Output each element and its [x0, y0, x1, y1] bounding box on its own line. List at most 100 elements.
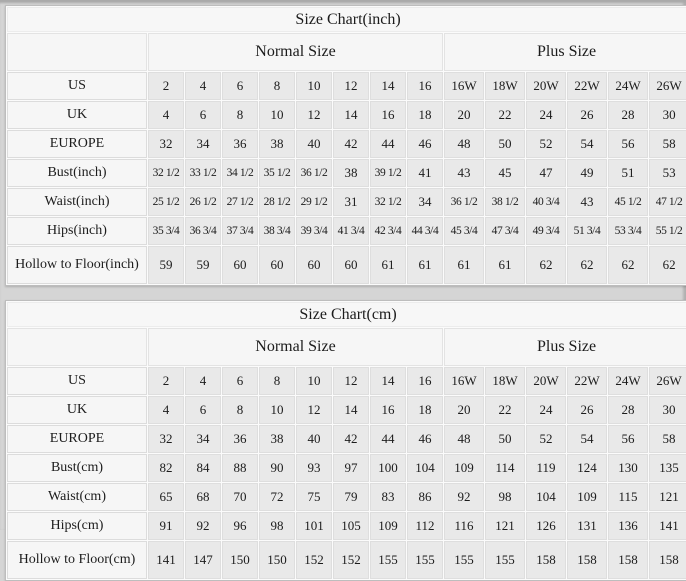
cell-value: 150 — [259, 541, 295, 579]
cell-value: 104 — [407, 454, 443, 482]
cell-value: 124 — [567, 454, 607, 482]
cell-value: 92 — [185, 512, 221, 540]
cell-value: 104 — [526, 483, 566, 511]
cell-value: 14 — [333, 396, 369, 424]
cell-value: 79 — [333, 483, 369, 511]
cell-value: 10 — [296, 367, 332, 395]
cell-value: 28 — [608, 101, 648, 129]
cell-value: 45 3/4 — [444, 217, 484, 245]
cell-value: 34 — [407, 188, 443, 216]
cell-value: 26W — [649, 367, 686, 395]
size-chart-inch-table: Size Chart(inch) Normal Size Plus Size U… — [5, 5, 686, 286]
cell-value: 10 — [296, 72, 332, 100]
cell-value: 46 — [407, 425, 443, 453]
row-label: Hollow to Floor(cm) — [7, 541, 147, 579]
cell-value: 155 — [407, 541, 443, 579]
cell-value: 56 — [608, 130, 648, 158]
cell-value: 36 — [222, 425, 258, 453]
table-row: Hips(cm) 91 92 96 98 101 105 109 112 116 121 126 131… — [7, 512, 686, 540]
cell-value: 38 — [259, 425, 295, 453]
corner-cell — [7, 328, 147, 366]
cell-value: 6 — [185, 396, 221, 424]
cell-value: 109 — [567, 483, 607, 511]
cell-value: 121 — [485, 512, 525, 540]
table-row: Hollow to Floor(cm) 141 147 150 150 152 152 155… — [7, 541, 686, 579]
cell-value: 34 1/2 — [222, 159, 258, 187]
cell-value: 26 — [567, 101, 607, 129]
corner-cell — [7, 33, 147, 71]
cell-value: 96 — [222, 512, 258, 540]
group-header-row: Normal Size Plus Size — [7, 33, 686, 71]
cell-value: 18W — [485, 72, 525, 100]
cell-value: 28 1/2 — [259, 188, 295, 216]
cell-value: 52 — [526, 425, 566, 453]
cell-value: 40 — [296, 425, 332, 453]
cell-value: 98 — [485, 483, 525, 511]
cell-value: 34 — [185, 130, 221, 158]
cell-value: 150 — [222, 541, 258, 579]
cell-value: 112 — [407, 512, 443, 540]
cell-value: 20 — [444, 101, 484, 129]
cell-value: 141 — [649, 512, 686, 540]
cell-value: 59 — [148, 246, 184, 284]
cell-value: 36 1/2 — [296, 159, 332, 187]
group-header-row: Normal Size Plus Size — [7, 328, 686, 366]
cell-value: 24 — [526, 101, 566, 129]
cell-value: 38 — [333, 159, 369, 187]
row-label: US — [7, 72, 147, 100]
cell-value: 14 — [333, 101, 369, 129]
cell-value: 61 — [407, 246, 443, 284]
cell-value: 158 — [608, 541, 648, 579]
cell-value: 58 — [649, 130, 686, 158]
cell-value: 121 — [649, 483, 686, 511]
cell-value: 20 — [444, 396, 484, 424]
cell-value: 100 — [370, 454, 406, 482]
cell-value: 31 — [333, 188, 369, 216]
cell-value: 16W — [444, 72, 484, 100]
cell-value: 35 1/2 — [259, 159, 295, 187]
cell-value: 22 — [485, 396, 525, 424]
cell-value: 62 — [649, 246, 686, 284]
cell-value: 26W — [649, 72, 686, 100]
row-label: Bust(cm) — [7, 454, 147, 482]
cell-value: 45 — [485, 159, 525, 187]
cell-value: 61 — [485, 246, 525, 284]
table-row: Hips(inch) 35 3/4 36 3/4 37 3/4 38 3/4 39 3/4… — [7, 217, 686, 245]
cell-value: 30 — [649, 101, 686, 129]
cell-value: 50 — [485, 130, 525, 158]
cell-value: 26 — [567, 396, 607, 424]
cell-value: 16 — [407, 72, 443, 100]
cell-value: 62 — [567, 246, 607, 284]
cell-value: 101 — [296, 512, 332, 540]
cell-value: 50 — [485, 425, 525, 453]
chart-title-row: Size Chart(inch) — [7, 7, 686, 32]
cell-value: 48 — [444, 425, 484, 453]
normal-size-header: Normal Size — [148, 33, 443, 71]
cell-value: 14 — [370, 72, 406, 100]
plus-size-header: Plus Size — [444, 33, 686, 71]
cell-value: 4 — [148, 396, 184, 424]
cell-value: 4 — [148, 101, 184, 129]
cell-value: 65 — [148, 483, 184, 511]
cell-value: 40 3/4 — [526, 188, 566, 216]
cell-value: 92 — [444, 483, 484, 511]
cell-value: 22W — [567, 367, 607, 395]
cell-value: 38 — [259, 130, 295, 158]
cell-value: 60 — [222, 246, 258, 284]
cell-value: 16 — [407, 367, 443, 395]
cell-value: 135 — [649, 454, 686, 482]
table-row: Bust(cm) 82 84 88 90 93 97 100 104 109 114 119 124 13… — [7, 454, 686, 482]
cell-value: 42 — [333, 425, 369, 453]
cell-value: 55 1/2 — [649, 217, 686, 245]
cell-value: 18 — [407, 396, 443, 424]
cell-value: 12 — [333, 367, 369, 395]
table-row: Bust(inch) 32 1/2 33 1/2 34 1/2 35 1/2 36 1/2… — [7, 159, 686, 187]
cell-value: 28 — [608, 396, 648, 424]
chart-title: Size Chart(cm) — [7, 302, 686, 327]
chart-title: Size Chart(inch) — [7, 7, 686, 32]
cell-value: 155 — [485, 541, 525, 579]
table-row: UK 4 6 8 10 12 14 16 18 20 22 24 26 28 30 — [7, 101, 686, 129]
cell-value: 62 — [526, 246, 566, 284]
table-row: Hollow to Floor(inch) 59 59 60 60 60 60 61 61 61 6… — [7, 246, 686, 284]
